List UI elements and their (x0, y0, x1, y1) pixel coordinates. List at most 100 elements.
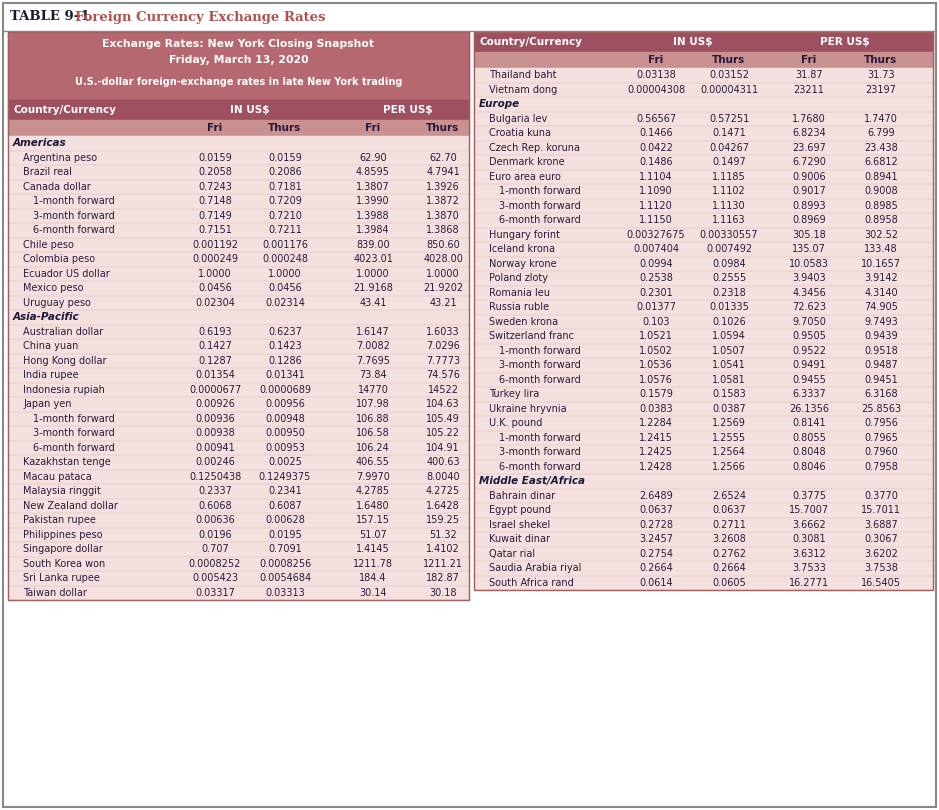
Text: 0.2058: 0.2058 (198, 167, 232, 177)
Text: 14770: 14770 (358, 385, 389, 394)
Text: Europe: Europe (479, 100, 520, 109)
Bar (8, 542, 469, 556)
Text: 3.6662: 3.6662 (793, 520, 826, 530)
Text: 0.02314: 0.02314 (265, 298, 305, 308)
Text: 25.8563: 25.8563 (861, 403, 901, 414)
Text: China yuan: China yuan (23, 341, 78, 352)
Text: 3-month forward: 3-month forward (33, 211, 115, 221)
Text: 31.87: 31.87 (795, 70, 823, 80)
Bar (3, 3, 936, 31)
Text: 1.1102: 1.1102 (712, 186, 746, 196)
Text: 0.00941: 0.00941 (195, 443, 235, 453)
Text: 0.1583: 0.1583 (712, 390, 746, 399)
Text: 1.2555: 1.2555 (712, 433, 747, 443)
Text: 4.3140: 4.3140 (864, 288, 898, 298)
Text: 0.8985: 0.8985 (864, 201, 898, 211)
Bar (474, 285, 933, 300)
Text: 1.1104: 1.1104 (639, 172, 673, 181)
Text: 1.3868: 1.3868 (426, 225, 460, 235)
Text: IN US$: IN US$ (672, 37, 713, 47)
Bar (8, 208, 469, 223)
Text: 9.7050: 9.7050 (793, 317, 826, 326)
Text: 0.00628: 0.00628 (265, 515, 305, 525)
Text: 0.00246: 0.00246 (195, 458, 235, 467)
Bar (474, 126, 933, 140)
Text: 0.7149: 0.7149 (198, 211, 232, 221)
Text: 0.8941: 0.8941 (864, 172, 898, 181)
Text: 4.2725: 4.2725 (426, 486, 460, 497)
Text: Philippines peso: Philippines peso (23, 530, 102, 539)
Text: 0.00330557: 0.00330557 (700, 230, 759, 240)
Text: 0.007404: 0.007404 (633, 245, 679, 254)
Text: PER US$: PER US$ (820, 37, 870, 47)
Text: 0.7091: 0.7091 (269, 544, 301, 554)
Text: 0.9487: 0.9487 (864, 360, 898, 370)
Text: 16.5405: 16.5405 (861, 578, 901, 588)
Text: 3.2457: 3.2457 (639, 535, 673, 544)
Text: 23197: 23197 (866, 85, 897, 95)
Text: TABLE 9–1: TABLE 9–1 (10, 11, 90, 23)
Text: 3.6312: 3.6312 (793, 548, 826, 559)
Text: 0.1026: 0.1026 (712, 317, 746, 326)
Bar (8, 382, 469, 397)
Bar (8, 151, 469, 165)
Text: 0.7958: 0.7958 (864, 462, 898, 471)
Bar (8, 281, 469, 296)
Bar (8, 441, 469, 455)
Text: Singapore dollar: Singapore dollar (23, 544, 102, 554)
Text: 0.9439: 0.9439 (864, 331, 898, 341)
Text: 0.9505: 0.9505 (793, 331, 826, 341)
Bar (474, 300, 933, 314)
Text: 0.2341: 0.2341 (269, 486, 301, 497)
Text: 6.8234: 6.8234 (793, 128, 826, 139)
Text: Kazakhstan tenge: Kazakhstan tenge (23, 458, 111, 467)
Text: 4028.00: 4028.00 (423, 254, 463, 264)
Text: 406.55: 406.55 (356, 458, 390, 467)
Text: 0.0422: 0.0422 (639, 143, 673, 153)
Text: 1.2564: 1.2564 (712, 447, 746, 458)
Bar (8, 252, 469, 266)
Text: 0.57251: 0.57251 (709, 113, 749, 124)
Text: 7.9970: 7.9970 (356, 471, 390, 482)
Bar (8, 571, 469, 586)
Bar (8, 237, 469, 252)
Text: 1.1090: 1.1090 (639, 186, 673, 196)
Text: 1.0000: 1.0000 (269, 269, 301, 279)
Text: 0.00953: 0.00953 (265, 443, 305, 453)
Text: Romania leu: Romania leu (489, 288, 550, 298)
Bar (8, 426, 469, 441)
Text: 1211.21: 1211.21 (423, 559, 463, 569)
Text: 1.3988: 1.3988 (356, 211, 390, 221)
Bar (474, 52, 933, 68)
Bar (8, 455, 469, 470)
Text: 23.697: 23.697 (793, 143, 826, 153)
Bar (8, 266, 469, 281)
Text: 104.63: 104.63 (426, 399, 460, 409)
Text: 51.32: 51.32 (429, 530, 457, 539)
Text: 0.3775: 0.3775 (792, 491, 826, 501)
Bar (474, 343, 933, 358)
Text: Qatar rial: Qatar rial (489, 548, 535, 559)
Text: 0.7210: 0.7210 (268, 211, 302, 221)
Text: U.K. pound: U.K. pound (489, 418, 543, 428)
Text: 0.8141: 0.8141 (793, 418, 825, 428)
Text: 4023.01: 4023.01 (353, 254, 393, 264)
Text: Brazil real: Brazil real (23, 167, 72, 177)
Text: 0.0387: 0.0387 (712, 403, 746, 414)
Bar (8, 325, 469, 339)
Text: 157.15: 157.15 (356, 515, 390, 525)
Text: Friday, March 13, 2020: Friday, March 13, 2020 (169, 55, 308, 65)
Text: 0.007492: 0.007492 (706, 245, 752, 254)
Bar (474, 97, 933, 112)
Text: 6-month forward: 6-month forward (33, 443, 115, 453)
Text: Saudia Arabia riyal: Saudia Arabia riyal (489, 563, 581, 573)
Text: 0.1466: 0.1466 (639, 128, 673, 139)
Text: 1.2425: 1.2425 (639, 447, 673, 458)
Text: 1.1185: 1.1185 (712, 172, 746, 181)
Text: 107.98: 107.98 (356, 399, 390, 409)
Text: 0.1579: 0.1579 (639, 390, 673, 399)
Text: 0.8969: 0.8969 (793, 215, 825, 225)
Text: Thurs: Thurs (713, 55, 746, 65)
Text: 1-month forward: 1-month forward (33, 414, 115, 424)
Text: 1.0541: 1.0541 (712, 360, 746, 370)
